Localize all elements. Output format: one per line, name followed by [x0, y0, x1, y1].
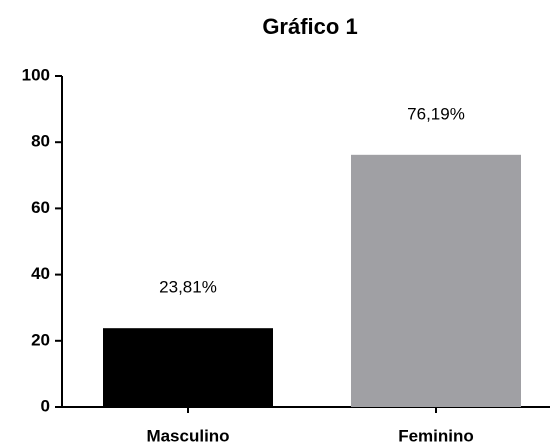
- chart-title: Gráfico 1: [262, 14, 357, 39]
- bar: [351, 154, 521, 407]
- value-label: 76,19%: [407, 104, 465, 123]
- value-label: 23,81%: [159, 278, 217, 297]
- y-tick-label: 100: [22, 65, 50, 84]
- x-tick-label: Feminino: [398, 426, 474, 445]
- y-tick-label: 80: [31, 132, 50, 151]
- y-tick-label: 0: [41, 396, 50, 415]
- y-tick-label: 40: [31, 264, 50, 283]
- y-tick-label: 20: [31, 330, 50, 349]
- y-tick-label: 60: [31, 198, 50, 217]
- bar: [103, 328, 273, 407]
- x-tick-label: Masculino: [146, 426, 229, 445]
